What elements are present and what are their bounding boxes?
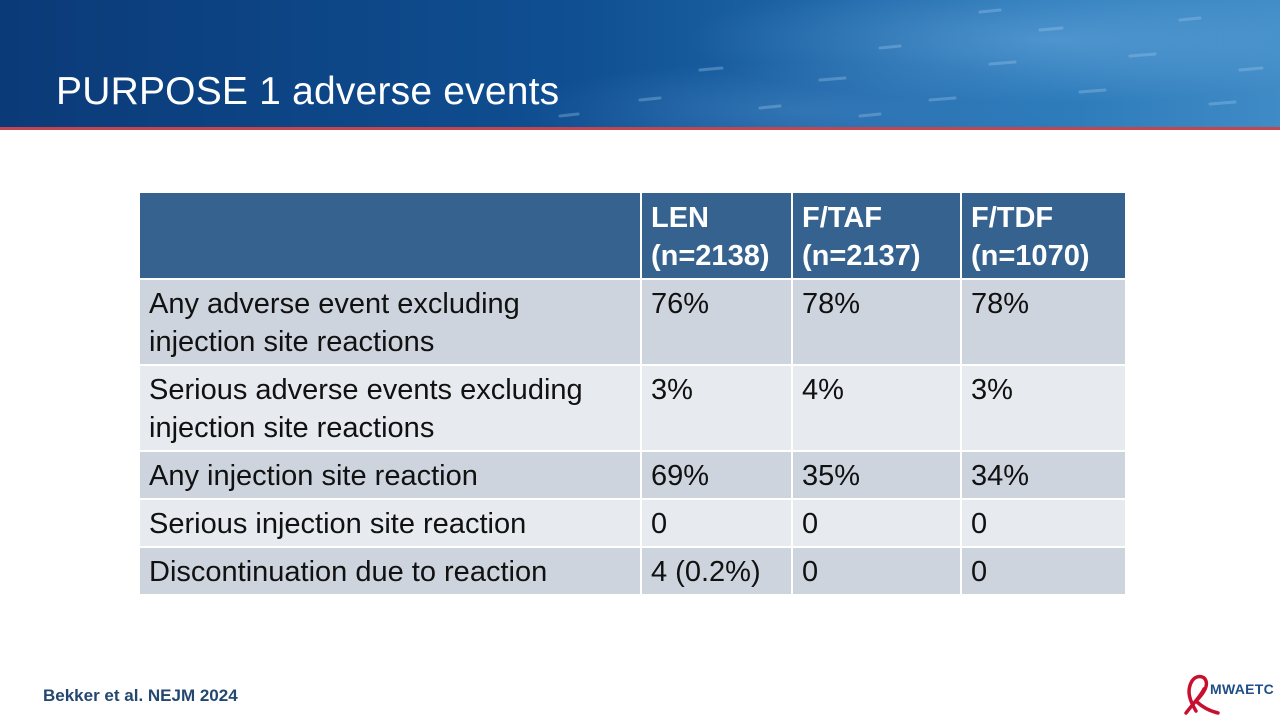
value-cell-ftdf: 3% [961, 365, 1125, 452]
header-len-n: (n=2138) [651, 240, 770, 272]
header-len-name: LEN [651, 202, 709, 234]
value-cell-ftdf: 78% [961, 279, 1125, 366]
red-ribbon-icon [1184, 674, 1220, 715]
logo-wordmark: MWAETC [1210, 681, 1275, 697]
table-row: Any adverse event excluding injection si… [140, 279, 1125, 366]
value-cell-ftaf: 35% [792, 451, 962, 500]
table-row: Serious adverse events excluding injecti… [140, 365, 1125, 452]
row-label: Serious injection site reaction [140, 499, 642, 548]
row-label: Discontinuation due to reaction [140, 547, 642, 596]
table-header-row: LEN (n=2138) F/TAF (n=2137) F/TDF (n=107… [140, 193, 1125, 280]
value-cell-ftdf: 34% [961, 451, 1125, 500]
value-cell-ftaf: 0 [792, 547, 962, 596]
value-cell-ftaf: 78% [792, 279, 962, 366]
header-ftaf-name: F/TAF [802, 202, 882, 234]
banner-accent-rule [0, 127, 1280, 130]
row-label: Serious adverse events excluding injecti… [140, 365, 642, 452]
table-row: Serious injection site reaction 0 0 0 [140, 499, 1125, 548]
table-row: Any injection site reaction 69% 35% 34% [140, 451, 1125, 500]
value-cell-ftaf: 0 [792, 499, 962, 548]
value-cell-len: 76% [641, 279, 793, 366]
row-label: Any adverse event excluding injection si… [140, 279, 642, 366]
header-ftdf-n: (n=1070) [971, 240, 1090, 272]
row-label: Any injection site reaction [140, 451, 642, 500]
value-cell-ftaf: 4% [792, 365, 962, 452]
value-cell-len: 0 [641, 499, 793, 548]
header-cell-ftdf: F/TDF (n=1070) [961, 193, 1125, 280]
value-cell-ftdf: 0 [961, 499, 1125, 548]
citation: Bekker et al. NEJM 2024 [43, 686, 238, 705]
value-cell-ftdf: 0 [961, 547, 1125, 596]
title-banner [0, 0, 1280, 128]
value-cell-len: 4 (0.2%) [641, 547, 793, 596]
banner-decoration [558, 8, 1264, 118]
header-cell-len: LEN (n=2138) [641, 193, 793, 280]
adverse-events-table: LEN (n=2138) F/TAF (n=2137) F/TDF (n=107… [140, 193, 1125, 596]
value-cell-len: 69% [641, 451, 793, 500]
header-cell-ftaf: F/TAF (n=2137) [792, 193, 962, 280]
header-cell-empty [140, 193, 642, 280]
header-ftdf-name: F/TDF [971, 202, 1054, 234]
slide-title: PURPOSE 1 adverse events [56, 70, 560, 114]
value-cell-len: 3% [641, 365, 793, 452]
table-row: Discontinuation due to reaction 4 (0.2%)… [140, 547, 1125, 596]
header-ftaf-n: (n=2137) [802, 240, 921, 272]
